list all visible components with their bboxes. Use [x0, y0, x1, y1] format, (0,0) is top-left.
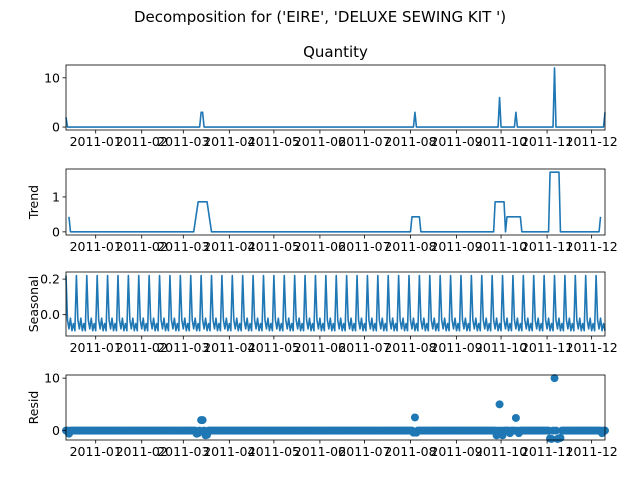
x-tick-label: 2011-04	[203, 340, 255, 355]
y-tick-label: 1	[52, 189, 60, 204]
x-tick-label: 2011-12	[566, 444, 618, 459]
resid-point	[556, 433, 565, 442]
series-line-trend	[68, 171, 602, 233]
panel-2: Trend012011-012011-022011-032011-042011-…	[26, 168, 618, 254]
x-tick-label: 2011-10	[475, 239, 527, 254]
resid-point	[552, 426, 560, 435]
x-tick-label: 2011-06	[294, 340, 346, 355]
x-tick-label: 2011-08	[384, 340, 436, 355]
axes-frame	[65, 271, 606, 337]
x-tick-label: 2011-04	[203, 134, 255, 149]
x-tick-label: 2011-02	[116, 239, 168, 254]
y-axis-label: Trend	[26, 185, 41, 220]
x-tick-label: 2011-06	[294, 239, 346, 254]
panel-3: Seasonal 0.00.22011-012011-022011-032011-…	[26, 271, 618, 355]
x-tick-label: 2011-08	[384, 444, 436, 459]
axes-frame	[65, 64, 606, 131]
x-tick-label: 2011-09	[430, 239, 482, 254]
x-tick-label: 2011-07	[338, 444, 390, 459]
x-tick-label: 2011-05	[248, 239, 300, 254]
figure-suptitle: Decomposition for ('EIRE', 'DELUXE SEWIN…	[134, 8, 506, 26]
x-tick-label: 2011-12	[566, 239, 618, 254]
x-tick-label: 2011-07	[338, 134, 390, 149]
y-tick-label: 0.2	[40, 272, 60, 287]
resid-point	[547, 434, 556, 443]
y-tick-label: 0	[52, 423, 60, 438]
resid-point	[198, 416, 207, 425]
y-tick-label: 10	[44, 371, 60, 386]
x-tick-label: 2011-11	[521, 444, 573, 459]
x-tick-label: 2011-11	[521, 239, 573, 254]
resid-point	[410, 413, 419, 422]
y-axis-label: Resid	[26, 391, 41, 425]
y-tick-label: 0	[52, 120, 60, 135]
x-tick-label: 2011-04	[203, 444, 255, 459]
x-tick-label: 2011-09	[430, 340, 482, 355]
x-tick-label: 2011-03	[157, 444, 209, 459]
x-tick-label: 2011-12	[566, 340, 618, 355]
panel-4: Resid0102011-012011-022011-032011-042011…	[26, 371, 618, 459]
x-tick-label: 2011-03	[157, 134, 209, 149]
x-tick-label: 2011-11	[521, 340, 573, 355]
x-tick-label: 2011-08	[384, 239, 436, 254]
x-tick-label: 2011-03	[157, 239, 209, 254]
x-tick-label: 2011-07	[338, 340, 390, 355]
series-line-seasonal	[65, 274, 606, 332]
x-tick-label: 2011-05	[248, 134, 300, 149]
x-tick-label: 2011-02	[116, 444, 168, 459]
panel-1: Quantity0102011-012011-022011-032011-042…	[44, 43, 618, 149]
x-tick-label: 2011-01	[70, 239, 122, 254]
x-tick-label: 2011-01	[70, 340, 122, 355]
axes-frame	[65, 168, 606, 236]
x-tick-label: 2011-08	[384, 134, 436, 149]
resid-point	[550, 374, 559, 383]
y-axis-label: Seasonal	[26, 276, 41, 333]
x-tick-label: 2011-12	[566, 134, 618, 149]
x-tick-label: 2011-11	[521, 134, 573, 149]
y-tick-label: 0.0	[40, 307, 60, 322]
x-tick-label: 2011-01	[70, 444, 122, 459]
x-tick-label: 2011-10	[475, 134, 527, 149]
x-tick-label: 2011-06	[294, 134, 346, 149]
resid-point	[495, 400, 504, 409]
x-tick-label: 2011-09	[430, 444, 482, 459]
x-tick-label: 2011-03	[157, 340, 209, 355]
x-tick-label: 2011-02	[116, 134, 168, 149]
y-tick-label: 0	[52, 224, 60, 239]
resid-point	[511, 413, 520, 422]
x-tick-label: 2011-05	[248, 444, 300, 459]
x-tick-label: 2011-09	[430, 134, 482, 149]
panel-title: Quantity	[303, 43, 368, 61]
axes-frame	[65, 374, 606, 441]
y-tick-label: 10	[44, 70, 60, 85]
x-tick-label: 2011-10	[475, 444, 527, 459]
x-tick-label: 2011-01	[70, 134, 122, 149]
x-tick-label: 2011-06	[294, 444, 346, 459]
x-tick-label: 2011-02	[116, 340, 168, 355]
x-tick-label: 2011-05	[248, 340, 300, 355]
x-tick-label: 2011-10	[475, 340, 527, 355]
x-tick-label: 2011-04	[203, 239, 255, 254]
series-line-quantity	[65, 67, 606, 128]
x-tick-label: 2011-07	[338, 239, 390, 254]
